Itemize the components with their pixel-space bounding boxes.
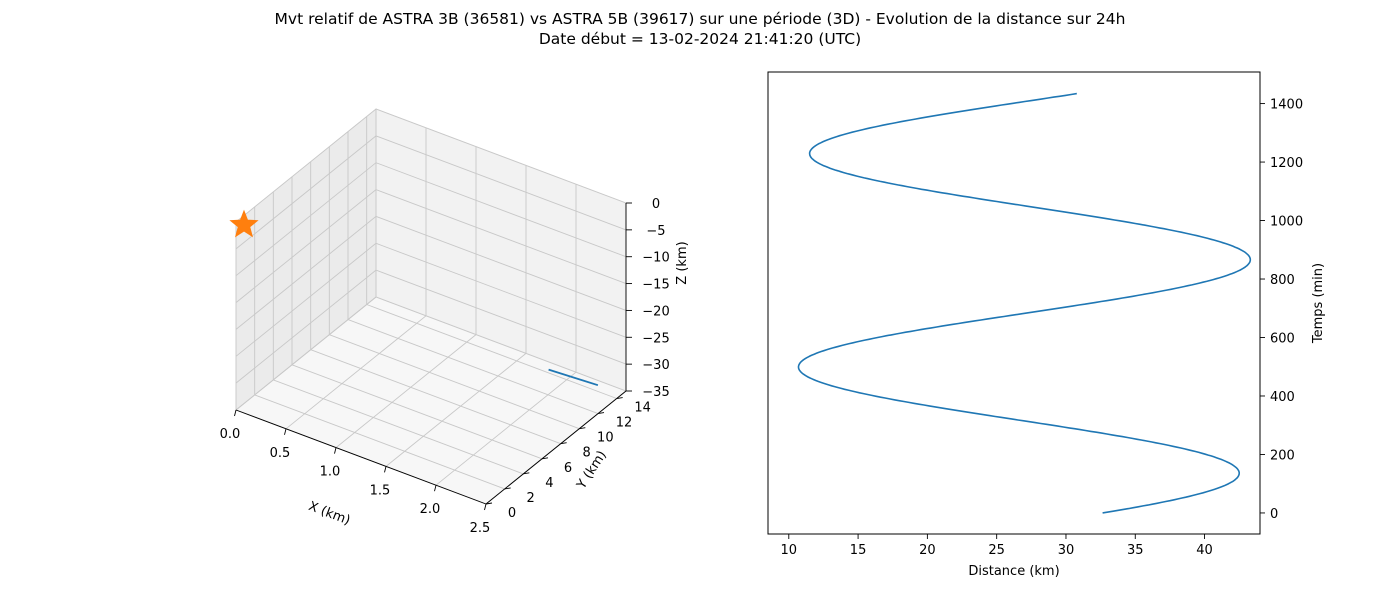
y-tick-mark [597,412,605,415]
y-tick-mark [616,397,623,399]
figure-title-line1: Mvt relatif de ASTRA 3B (36581) vs ASTRA… [275,10,1126,28]
y-tick-label: 8 [583,446,591,461]
x-axis-title: Distance (km) [968,564,1059,579]
grid-line-z [235,108,627,223]
x-tick-label: 20 [919,543,936,558]
y-tick-label: 0 [1270,507,1278,522]
grid-line-z [235,162,627,277]
distance-curve [797,92,1252,514]
trajectory-line [548,368,599,387]
x-tick-label: 2.0 [420,502,441,517]
x-tick-mark [234,409,237,417]
z-axis-title: Z (km) [675,241,690,284]
y-tick-label: 800 [1270,273,1295,288]
x-tick-label: 2.5 [470,521,491,536]
z-tick-label: −15 [642,278,669,293]
figure-title-line2: Date début = 13-02-2024 21:41:20 (UTC) [539,30,861,48]
star-marker [229,209,259,238]
x-tick-mark [484,503,487,511]
x-tick-label: 1.0 [320,465,341,480]
y-tick-label: 400 [1270,390,1295,405]
z-tick-label: −25 [642,331,669,346]
grid-line-z [235,189,627,303]
grid-line-z [235,215,627,330]
y-tick-label: 0 [508,506,516,521]
z-tick-label: 0 [652,197,660,212]
x-tick-label: 40 [1196,543,1213,558]
y-tick-label: 1400 [1270,98,1303,113]
grid-line-z [235,135,627,250]
x-tick-label: 0.5 [270,446,291,461]
x-tick-label: 30 [1058,543,1075,558]
y-tick-mark [579,427,586,430]
y-tick-label: 1200 [1270,156,1303,171]
x-tick-label: 25 [988,543,1005,558]
y-tick-label: 200 [1270,448,1295,463]
y-tick-mark [560,442,567,445]
z-tick-label: −10 [642,251,669,266]
y-tick-label: 14 [634,401,651,416]
y-tick-label: 4 [545,476,553,491]
x-tick-mark [384,466,387,473]
x-tick-mark [434,485,437,492]
grid-line-z [235,242,627,357]
x-tick-label: 35 [1127,543,1144,558]
x-tick-label: 0.0 [220,427,241,442]
z-tick-label: −20 [642,304,669,319]
y-axis-title: Y (km) [574,448,610,493]
grid-line-z [235,296,627,411]
y-tick-label: 2 [527,491,535,506]
grid-line-z [235,269,627,384]
z-tick-label: −30 [642,358,669,373]
x-tick-label: 1.5 [370,483,391,498]
x-tick-mark [334,447,337,454]
axes-3d: 0.00.51.01.52.02.5024681012140−5−10−15−2… [220,107,690,536]
x-tick-mark [284,428,287,435]
x-axis-title: X (km) [306,499,352,529]
x-axis-line [235,409,487,505]
y-axis-line [485,390,627,505]
x-tick-label: 15 [850,543,867,558]
plot-area [767,71,1261,535]
y-tick-label: 6 [564,461,572,476]
x-tick-label: 10 [781,543,798,558]
y-tick-label: 10 [597,431,614,446]
y-tick-mark [504,487,511,490]
y-tick-label: 600 [1270,332,1295,347]
z-tick-label: −5 [646,224,665,239]
y-axis-title: Temps (min) [1311,263,1326,344]
y-tick-mark [541,457,549,460]
axes-distance-time: 10 15 20 25 30 35 400200400600800100012001400D… [767,71,1326,579]
z-tick-label: −35 [642,385,669,400]
y-tick-mark [523,472,530,475]
y-tick-mark [485,502,493,505]
y-tick-label: 12 [616,416,633,431]
y-tick-label: 1000 [1270,215,1303,230]
